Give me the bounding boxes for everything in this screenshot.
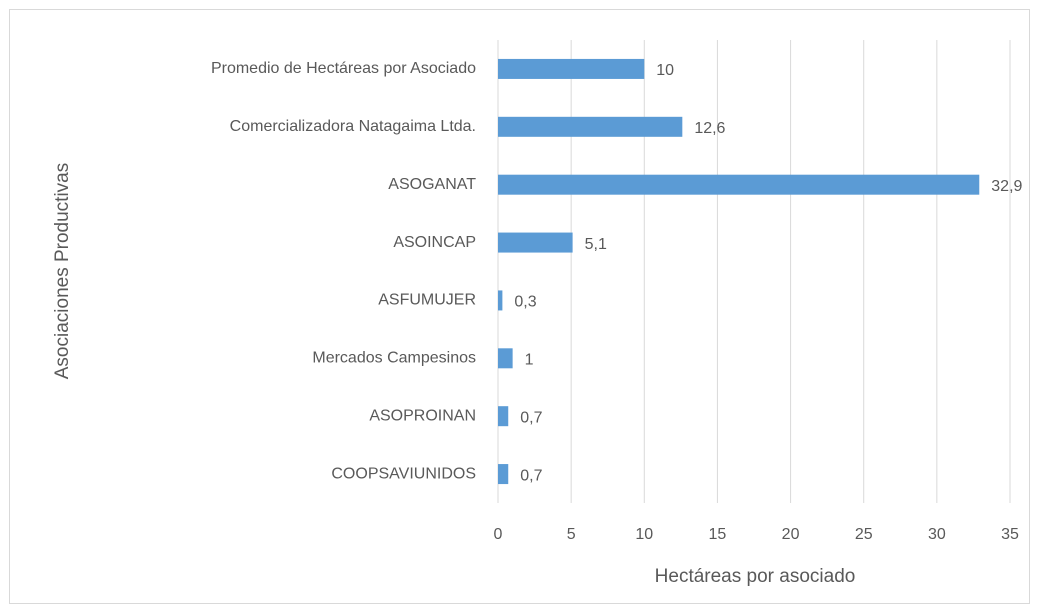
x-tick-label: 20 (782, 526, 800, 543)
data-label: 0,7 (520, 467, 542, 484)
data-label: 12,6 (694, 120, 725, 137)
chart-border (9, 9, 1030, 604)
bar (498, 290, 503, 311)
data-label: 5,1 (585, 236, 607, 253)
y-axis-label: Asociaciones Productivas (52, 163, 73, 380)
y-tick-label: ASOINCAP (393, 234, 476, 251)
x-tick-label: 25 (855, 526, 873, 543)
data-label: 0,7 (520, 409, 542, 426)
x-tick-label: 30 (928, 526, 946, 543)
data-label: 1 (525, 352, 534, 369)
x-tick-label: 5 (567, 526, 576, 543)
x-tick-label: 35 (1001, 526, 1019, 543)
x-tick-label: 15 (709, 526, 727, 543)
bar (498, 464, 509, 485)
y-tick-label: Mercados Campesinos (312, 350, 476, 367)
y-tick-label: ASFUMUJER (378, 292, 476, 309)
y-tick-label: Comercializadora Natagaima Ltda. (230, 118, 476, 135)
data-label: 32,9 (991, 178, 1022, 195)
bar (498, 174, 980, 195)
x-tick-label: 0 (494, 526, 503, 543)
bar (498, 348, 513, 369)
bar (498, 58, 645, 79)
y-tick-label: ASOPROINAN (369, 407, 476, 424)
x-tick-label: 10 (635, 526, 653, 543)
bar (498, 406, 509, 427)
bar (498, 232, 573, 253)
data-label: 10 (656, 62, 674, 79)
data-label: 0,3 (514, 294, 536, 311)
y-tick-label: ASOGANAT (388, 176, 476, 193)
y-tick-label: Promedio de Hectáreas por Asociado (211, 60, 476, 77)
bar (498, 116, 683, 137)
y-tick-label: COOPSAVIUNIDOS (331, 465, 476, 482)
x-axis-label: Hectáreas por asociado (655, 566, 856, 587)
